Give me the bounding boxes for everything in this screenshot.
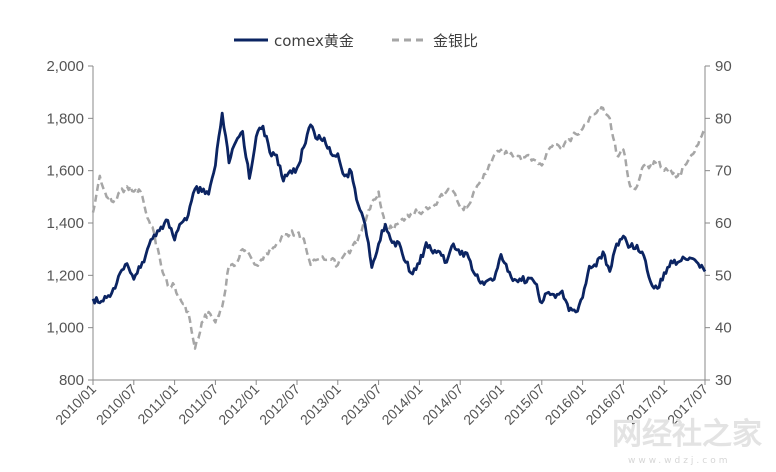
right-y-tick-label: 30 [715, 372, 732, 389]
x-tick-label: 2013/07 [338, 381, 385, 428]
left-y-ticks: 800 1,000 1,200 1,400 1,600 1,800 2,000 [46, 58, 93, 389]
left-y-tick-label: 1,600 [46, 163, 84, 180]
series-line-gold-silver-ratio [91, 106, 707, 350]
left-y-tick-label: 1,400 [46, 215, 84, 232]
series-line-comex-gold [91, 111, 707, 314]
left-y-tick-label: 1,000 [46, 320, 84, 337]
watermark-text: 网经社之家 [612, 417, 762, 452]
right-y-tick-label: 70 [715, 163, 732, 180]
x-tick-label: 2014/01 [378, 381, 425, 428]
x-tick-label: 2016/01 [542, 381, 589, 428]
x-tick-label: 2012/07 [256, 381, 303, 428]
x-tick-label: 2013/01 [297, 381, 344, 428]
left-y-tick-label: 1,200 [46, 267, 84, 284]
right-y-tick-label: 40 [715, 320, 732, 337]
left-y-tick-label: 800 [59, 372, 84, 389]
watermark: 网经社之家 www.wdzj.com [612, 417, 762, 466]
right-y-tick-label: 50 [715, 267, 732, 284]
left-y-tick-label: 2,000 [46, 58, 84, 75]
right-y-tick-label: 90 [715, 58, 732, 75]
x-tick-label: 2011/01 [134, 381, 181, 428]
legend: comex黄金 金银比 [234, 32, 478, 50]
axes [92, 66, 706, 381]
right-y-tick-label: 60 [715, 215, 732, 232]
x-tick-label: 2014/07 [419, 381, 466, 428]
x-tick-label: 2015/07 [501, 381, 548, 428]
series-layer [91, 106, 707, 350]
x-tick-label: 2012/01 [215, 381, 262, 428]
x-tick-label: 2011/07 [175, 381, 222, 428]
x-tick-label: 2010/07 [93, 381, 140, 428]
legend-label-ratio: 金银比 [433, 32, 478, 50]
left-y-tick-label: 1,800 [46, 110, 84, 127]
right-y-ticks: 30 40 50 60 70 80 90 [705, 58, 732, 389]
legend-label-gold: comex黄金 [274, 32, 354, 50]
watermark-subtext: www.wdzj.com [628, 456, 731, 466]
x-tick-label: 2015/01 [460, 381, 507, 428]
right-y-tick-label: 80 [715, 110, 732, 127]
